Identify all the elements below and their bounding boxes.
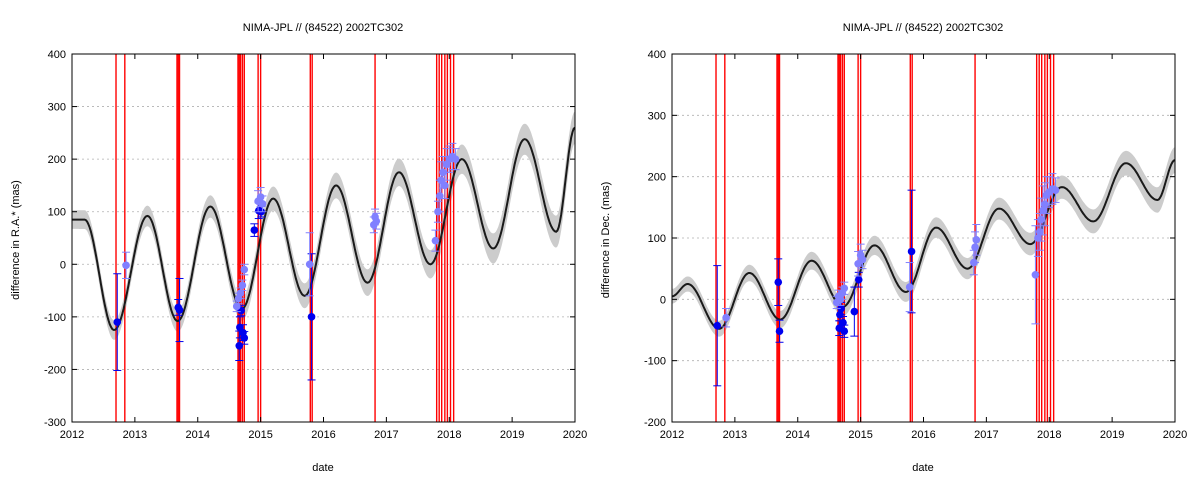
data-point [1031,271,1040,279]
data-point [907,247,916,256]
data-point [305,260,314,269]
y-tick-label: 200 [648,172,666,184]
x-tick-label: 2018 [1037,429,1061,441]
y-tick-label: -300 [44,417,66,429]
data-point [1037,215,1045,224]
series-light-points [722,173,1060,328]
y-tick-label: 0 [660,294,666,306]
data-point [971,243,979,251]
x-tick-label: 2015 [248,429,272,441]
plot-area [72,54,575,422]
data-point [307,313,316,321]
data-point [1036,228,1044,236]
data-point [256,193,265,201]
series-dark-points [113,202,316,381]
data-point [722,313,730,322]
data-point [775,327,784,336]
y-tick-label: -100 [44,312,66,324]
y-tick-label: 400 [648,49,666,61]
data-point [431,236,440,245]
data-point [840,284,849,293]
x-tick-label: 2020 [1163,429,1187,441]
data-point [713,321,722,330]
model-curve [72,126,575,331]
y-tick-label: 400 [48,49,66,61]
x-tick-label: 2019 [1100,429,1124,441]
x-tick-label: 2013 [723,429,747,441]
x-tick-label: 2019 [500,429,524,441]
data-point [1051,186,1060,194]
data-point [372,217,381,225]
data-point [436,192,444,200]
data-point [238,281,247,290]
data-point [774,278,783,286]
series-dark-points [713,189,916,387]
data-point [837,304,845,313]
data-point [250,226,259,234]
y-tick-label: 300 [648,110,666,122]
y-tick-label: -100 [644,356,666,368]
chart-title: NIMA-JPL // (84522) 2002TC302 [843,22,1003,34]
data-point [113,318,122,326]
x-tick-label: 2016 [911,429,935,441]
y-tick-label: 200 [48,154,66,166]
y-axis-label: difference in R.A.* (mas) [10,180,22,300]
data-point [854,275,863,284]
x-axis-label: date [312,462,333,474]
y-tick-label: 300 [48,102,66,114]
y-tick-label: -200 [644,417,666,429]
y-tick-label: 100 [648,233,666,245]
data-point [240,265,249,274]
y-tick-label: 0 [60,259,66,271]
x-tick-label: 2012 [60,429,84,441]
data-point [441,181,449,190]
data-point [858,255,867,264]
x-tick-label: 2016 [311,429,335,441]
ra-chart-panel: NIMA-JPL // (84522) 2002TC302 date diffe… [10,22,587,474]
x-tick-label: 2020 [563,429,587,441]
data-point [240,334,249,342]
data-point [451,155,460,163]
model-curve [672,159,1175,330]
x-axis-label: date [912,462,933,474]
data-point [175,306,184,314]
chart-title: NIMA-JPL // (84522) 2002TC302 [243,22,403,34]
x-tick-label: 2014 [786,429,810,441]
data-point [905,283,914,291]
x-tick-label: 2013 [123,429,147,441]
x-tick-label: 2017 [974,429,998,441]
dec-chart-panel: NIMA-JPL // (84522) 2002TC302 date diffe… [600,22,1187,474]
data-point [258,200,267,208]
plot-area [672,54,1175,422]
data-point [839,318,847,327]
data-point [236,289,245,298]
uncertainty-band [672,147,1175,337]
x-tick-label: 2017 [374,429,398,441]
y-tick-label: 100 [48,207,66,219]
data-point [122,261,130,270]
x-tick-label: 2015 [848,429,872,441]
x-tick-label: 2018 [437,429,461,441]
data-point [235,341,244,350]
data-point [850,307,859,316]
data-point [972,236,981,244]
x-tick-label: 2012 [660,429,684,441]
y-axis-label: difference in Dec. (mas) [600,182,612,299]
data-point [232,302,241,311]
x-tick-label: 2014 [186,429,210,441]
y-tick-label: -200 [44,364,66,376]
series-light-points [122,142,460,313]
data-point [840,327,849,336]
